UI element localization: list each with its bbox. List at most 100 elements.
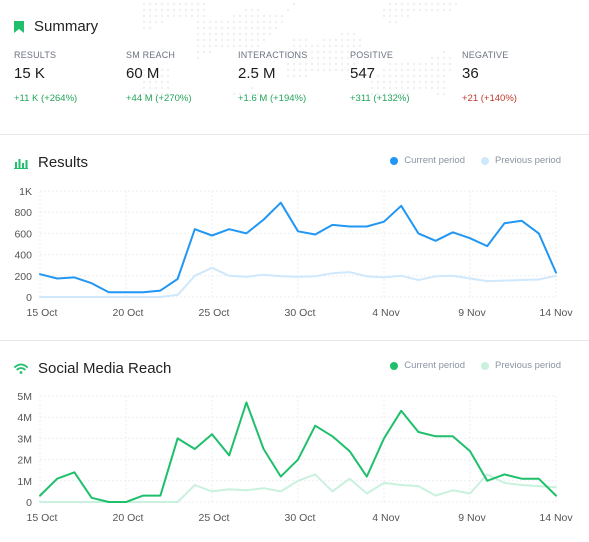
map-dot (268, 26, 272, 30)
map-dot (154, 80, 158, 84)
summary-header: Summary (14, 18, 98, 35)
map-dot (358, 38, 362, 42)
map-dot (298, 56, 302, 60)
reach-chart[interactable]: 0 1M 2M 3M 4M 5M 15 Oct 20 Oct 25 Oct 30 Oct 4 Nov… (0, 385, 589, 530)
map-dot (178, 14, 182, 18)
map-dot (166, 80, 170, 84)
x-tick-label: 25 Oct (199, 512, 230, 524)
map-dot (376, 92, 380, 96)
series-line-current-period[interactable] (39, 201, 557, 294)
map-dot (160, 68, 164, 72)
map-dot (298, 62, 302, 66)
y-tick-label: 1M (17, 476, 32, 488)
series-line-current-period[interactable] (39, 401, 557, 503)
map-dot (190, 14, 194, 18)
map-dot (310, 44, 314, 48)
map-dot (286, 62, 290, 66)
map-dot (238, 32, 242, 36)
map-dot (244, 38, 248, 42)
metric-negative[interactable]: NEGATIVE 36 +21 (+140%) (462, 50, 574, 104)
map-dot (268, 14, 272, 18)
map-dot (436, 80, 440, 84)
map-dot (388, 86, 392, 90)
map-dot (430, 2, 434, 6)
map-dot (394, 92, 398, 96)
bookmark-icon (14, 20, 24, 33)
map-dot (322, 38, 326, 42)
map-dot (388, 74, 392, 78)
map-dot (154, 68, 158, 72)
map-dot (256, 26, 260, 30)
legend-current-period[interactable]: Current period (390, 155, 465, 166)
x-tick-label: 9 Nov (458, 307, 486, 319)
map-dot (454, 2, 458, 6)
y-tick-label: 5M (17, 391, 32, 403)
map-dot (286, 56, 290, 60)
map-dot (202, 26, 206, 30)
map-dot (292, 68, 296, 72)
map-dot (334, 62, 338, 66)
map-dot (388, 14, 392, 18)
metric-interactions[interactable]: INTERACTIONS 2.5 M +1.6 M (+194%) (238, 50, 350, 104)
metric-value: 15 K (14, 65, 45, 82)
map-dot (382, 92, 386, 96)
map-dot (220, 26, 224, 30)
map-dot (196, 20, 200, 24)
map-dot (370, 86, 374, 90)
map-dot (352, 62, 356, 66)
x-tick-label: 14 Nov (539, 512, 573, 524)
map-dot (250, 38, 254, 42)
legend-previous-period[interactable]: Previous period (480, 360, 561, 371)
map-dot (436, 92, 440, 96)
map-dot (190, 8, 194, 12)
map-dot (256, 14, 260, 18)
map-dot (202, 32, 206, 36)
map-dot (442, 74, 446, 78)
map-dot (442, 56, 446, 60)
map-dot (400, 62, 404, 66)
map-dot (298, 68, 302, 72)
map-dot (388, 2, 392, 6)
map-dot (232, 38, 236, 42)
map-dot (328, 44, 332, 48)
map-dot (256, 92, 260, 96)
map-dot (310, 68, 314, 72)
map-dot (268, 20, 272, 24)
map-dot (172, 8, 176, 12)
map-dot (286, 68, 290, 72)
map-dot (154, 14, 158, 18)
series-line-previous-period[interactable] (39, 266, 557, 298)
map-dot (238, 44, 242, 48)
map-dot (244, 26, 248, 30)
legend-previous-period[interactable]: Previous period (480, 155, 561, 166)
map-dot (382, 8, 386, 12)
map-dot (424, 62, 428, 66)
map-dot (424, 8, 428, 12)
map-dot (184, 8, 188, 12)
map-dot (142, 8, 146, 12)
metric-results[interactable]: RESULTS 15 K +11 K (+264%) (14, 50, 126, 104)
map-dot (328, 50, 332, 54)
map-dot (448, 2, 452, 6)
map-dot (448, 62, 452, 66)
legend-label: Previous period (494, 155, 561, 166)
legend-dot (480, 361, 489, 370)
map-dot (160, 20, 164, 24)
metric-change: +311 (+132%) (350, 93, 410, 104)
map-dot (214, 38, 218, 42)
metric-sm-reach[interactable]: SM REACH 60 M +44 M (+270%) (126, 50, 238, 104)
x-tick-label: 30 Oct (285, 307, 316, 319)
metric-positive[interactable]: POSITIVE 547 +311 (+132%) (350, 50, 462, 104)
metric-change: +1.6 M (+194%) (238, 93, 307, 104)
map-dot (196, 32, 200, 36)
map-dot (292, 62, 296, 66)
results-chart[interactable]: 0 200 400 600 800 1K 15 Oct 20 Oct 25 Oct 30 Oct 4… (0, 180, 589, 325)
map-dot (232, 92, 236, 96)
map-dot (304, 56, 308, 60)
metric-change: +44 M (+270%) (126, 93, 192, 104)
map-dot (376, 74, 380, 78)
legend-current-period[interactable]: Current period (390, 360, 465, 371)
map-dot (316, 50, 320, 54)
map-dot (142, 26, 146, 30)
map-dot (286, 50, 290, 54)
